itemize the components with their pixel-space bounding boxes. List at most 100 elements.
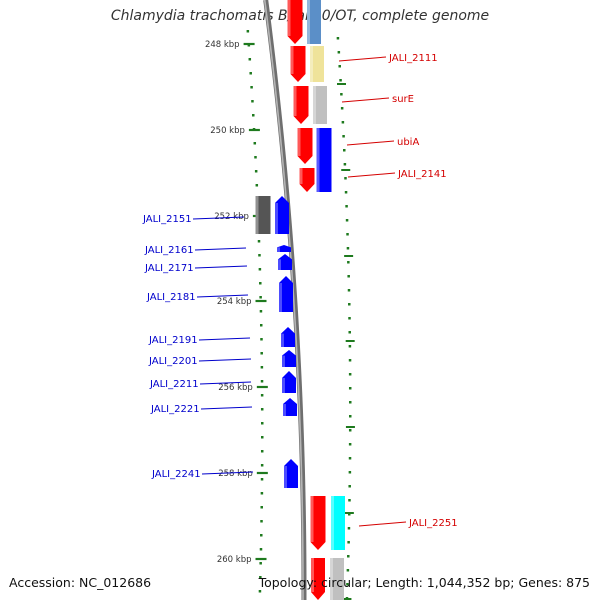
gene-labels: JALI_2111 surE ubiA JALI_2141 JALI_2251 JALI_…	[142, 53, 458, 529]
gene-arrow-right	[310, 496, 326, 550]
track-dot	[347, 289, 351, 292]
cog-box-left	[255, 196, 271, 234]
gene-label-left: JALI_2151	[142, 214, 192, 225]
track-dot	[347, 527, 351, 530]
track-dot	[336, 37, 340, 40]
gene-arrow-left	[284, 459, 298, 488]
track-dot	[348, 303, 351, 306]
track-dot	[259, 282, 262, 285]
gene-arrow-right	[293, 86, 309, 124]
cog-box-right	[310, 46, 324, 82]
gene-arrow-bottom	[311, 558, 325, 600]
track-dot	[348, 401, 352, 404]
track-dot	[346, 247, 350, 250]
gene-label-left: JALI_2191	[148, 335, 198, 346]
track-dot	[254, 156, 257, 159]
gene-label-left: JALI_2181	[146, 292, 196, 303]
track-dot	[344, 177, 347, 180]
gene-arrow-top-shade	[287, 0, 291, 36]
gene-arrow-left	[282, 350, 296, 367]
gene-label-left: JALI_2161	[144, 245, 194, 256]
cog-box-top-shade	[307, 0, 310, 44]
genome-summary-text: Topology: circular; Length: 1,044,352 bp…	[258, 575, 590, 590]
gene-arrow-left-shade	[278, 259, 281, 270]
track-dot	[343, 163, 347, 166]
track-dot	[246, 30, 250, 33]
accession-text: Accession: NC_012686	[9, 575, 152, 590]
cog-box-right	[316, 128, 332, 192]
gene-arrow-left-shade	[275, 203, 278, 234]
cog-box-left-shade	[255, 196, 259, 234]
track-dot	[259, 310, 263, 313]
track-dot	[259, 576, 262, 579]
track-dot	[260, 492, 264, 495]
track-dot	[345, 219, 349, 222]
gene-arrow-right	[297, 128, 313, 164]
gene-arrow-bottom-shade	[311, 558, 314, 592]
gene-arrow-right-shade	[310, 496, 314, 542]
gene-arrow-right	[299, 168, 315, 192]
gene-label-left: JALI_2241	[151, 469, 201, 480]
track-dot	[254, 170, 258, 173]
track-dot	[344, 191, 348, 194]
gene-arrow-left	[275, 196, 289, 234]
track-dot	[347, 541, 350, 544]
backbone-highlight	[263, 0, 304, 600]
track-dot	[341, 121, 345, 124]
track-dot	[348, 373, 352, 376]
track-dot	[348, 499, 351, 502]
track-dot	[260, 338, 263, 341]
track-dot	[339, 79, 342, 82]
gene-arrow-right-shade	[290, 46, 294, 74]
gene-label-right: JALI_2251	[408, 518, 458, 529]
cog-box-top	[307, 0, 321, 44]
gene-label-leader	[346, 140, 395, 146]
track-dot	[259, 562, 262, 565]
track-dot	[348, 471, 352, 474]
gene-label-left: JALI_2211	[149, 379, 199, 390]
cog-box-right-shade	[310, 46, 313, 82]
track-dot	[346, 583, 349, 586]
track-dot	[251, 100, 254, 103]
track-dot	[346, 569, 350, 572]
cog-box-right	[313, 86, 327, 124]
track-dot	[347, 513, 351, 516]
gene-arrow-right-shade	[293, 86, 297, 116]
track-dot	[340, 107, 344, 110]
track-dot	[258, 590, 262, 593]
track-dot	[250, 86, 253, 89]
track-dot	[260, 464, 264, 467]
track-dot	[348, 331, 351, 334]
gene-label-leader	[341, 97, 390, 103]
track-dot	[348, 415, 352, 418]
gene-arrow-left-shade	[281, 333, 284, 347]
backbone-line	[263, 0, 307, 600]
cog-box-bottom-shade	[330, 558, 333, 600]
track-dot	[340, 93, 343, 96]
cog-box-bottom	[330, 558, 344, 600]
track-dot	[260, 520, 263, 523]
gene-arrow-left	[281, 327, 295, 347]
track-dot	[348, 345, 352, 348]
track-dot	[260, 366, 264, 369]
cog-box-right-shade	[331, 496, 334, 550]
gene-arrow-left	[282, 371, 296, 393]
gene-arrow-left-shade	[277, 247, 280, 252]
track-dot	[257, 240, 261, 243]
gene-arrow-left	[278, 254, 292, 270]
gene-arrow-left	[279, 276, 293, 312]
gene-label-right: surE	[392, 94, 414, 105]
gene-arrow-left	[283, 398, 297, 416]
cog-box-right-shade	[316, 128, 320, 192]
track-dot	[345, 205, 348, 208]
scale-tick-label: 248 kbp	[205, 40, 240, 50]
gene-label-left: JALI_2171	[144, 263, 194, 274]
gene-label-leader	[194, 247, 247, 251]
track-dot	[342, 135, 345, 138]
gene-label-right: ubiA	[397, 137, 419, 148]
gene-label-leader	[192, 216, 245, 220]
track-dot	[260, 422, 264, 425]
gene-features	[255, 0, 345, 600]
gene-label-leader	[198, 358, 252, 362]
gene-arrow-right-shade	[299, 168, 303, 184]
